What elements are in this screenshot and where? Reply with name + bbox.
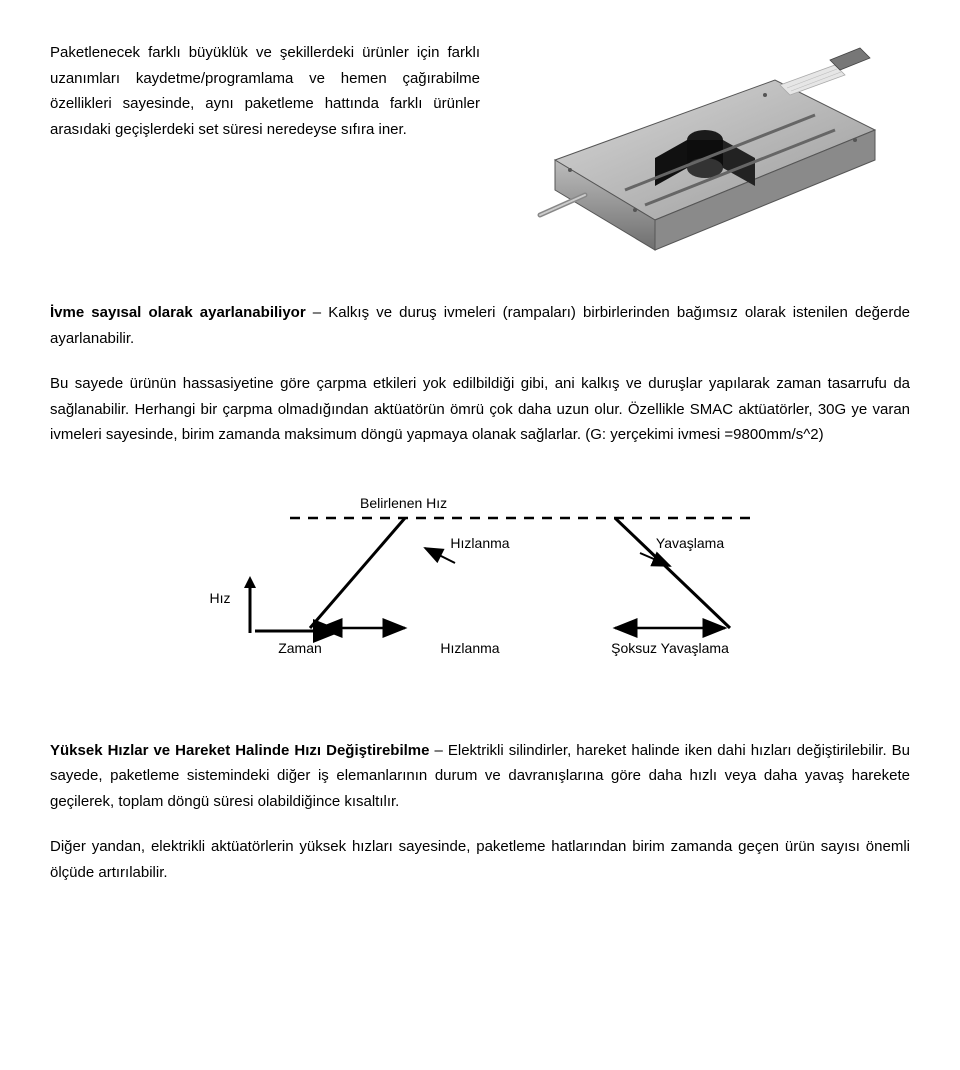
intro-paragraph-1: Paketlenecek farklı büyüklük ve şekiller… [50,40,480,270]
label-belirlenen-hiz: Belirlenen Hız [360,495,447,511]
label-zaman: Zaman [278,640,322,656]
label-soksuz: Şoksuz Yavaşlama [611,640,729,656]
paragraph-yuksek-hizlar: Yüksek Hızlar ve Hareket Halinde Hızı De… [50,738,910,815]
label-hizlanma-top: Hızlanma [450,535,509,551]
label-yavaslama-top: Yavaşlama [656,535,724,551]
paragraph-3: Bu sayede ürünün hassasiyetine göre çarp… [50,371,910,448]
top-section: Paketlenecek farklı büyüklük ve şekiller… [50,40,910,270]
yuksek-bold: Yüksek Hızlar ve Hareket Halinde Hızı De… [50,742,429,759]
label-hizlanma-bottom: Hızlanma [440,640,499,656]
diagram-svg: Belirlenen Hız Hızlanma Yavaşlama Hız Za… [170,488,790,678]
label-hiz: Hız [210,590,231,606]
paragraph-ivme: İvme sayısal olarak ayarlanabiliyor – Ka… [50,300,910,351]
ivme-bold: İvme sayısal olarak ayarlanabiliyor [50,304,306,321]
paragraph-5: Diğer yandan, elektrikli aktüatörlerin y… [50,834,910,885]
actuator-illustration [500,40,910,270]
actuator-svg [515,40,895,270]
speed-profile-diagram: Belirlenen Hız Hızlanma Yavaşlama Hız Za… [50,488,910,678]
